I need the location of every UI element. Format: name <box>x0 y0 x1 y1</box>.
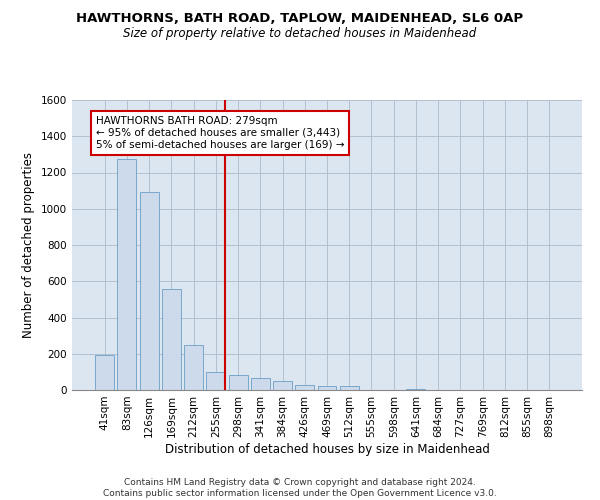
Text: HAWTHORNS, BATH ROAD, TAPLOW, MAIDENHEAD, SL6 0AP: HAWTHORNS, BATH ROAD, TAPLOW, MAIDENHEAD… <box>76 12 524 26</box>
Bar <box>140 192 158 390</box>
Bar <box>95 354 114 390</box>
Bar <box>184 345 203 390</box>
Bar <box>251 378 270 390</box>
X-axis label: Distribution of detached houses by size in Maidenhead: Distribution of detached houses by size … <box>164 442 490 456</box>
Text: Contains HM Land Registry data © Crown copyright and database right 2024.
Contai: Contains HM Land Registry data © Crown c… <box>103 478 497 498</box>
Bar <box>162 290 181 390</box>
Bar <box>229 374 248 390</box>
Bar <box>317 386 337 390</box>
Bar <box>206 372 225 390</box>
Text: Size of property relative to detached houses in Maidenhead: Size of property relative to detached ho… <box>124 28 476 40</box>
Y-axis label: Number of detached properties: Number of detached properties <box>22 152 35 338</box>
Bar <box>406 388 425 390</box>
Bar <box>273 381 292 390</box>
Text: HAWTHORNS BATH ROAD: 279sqm
← 95% of detached houses are smaller (3,443)
5% of s: HAWTHORNS BATH ROAD: 279sqm ← 95% of det… <box>96 116 344 150</box>
Bar <box>295 385 314 390</box>
Bar <box>340 386 359 390</box>
Bar <box>118 159 136 390</box>
